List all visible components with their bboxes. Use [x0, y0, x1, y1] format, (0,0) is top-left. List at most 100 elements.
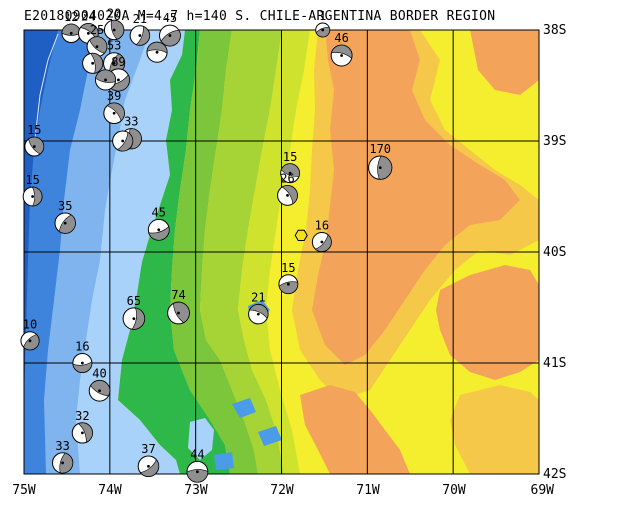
- longitude-tick-labels: 75W 74W 73W 72W 71W 70W 69W: [12, 483, 554, 498]
- focal-mechanism: 21: [248, 290, 269, 325]
- beachball-compression-quadrant: [28, 136, 44, 155]
- focal-mechanism: 15: [24, 123, 45, 157]
- focal-mechanism: 33: [51, 439, 74, 474]
- focal-mechanism: 46: [330, 31, 353, 67]
- depth-label: 33: [55, 439, 69, 453]
- depth-label: 44: [190, 447, 204, 461]
- focal-mechanism: 45: [147, 205, 170, 241]
- beachball-center-dot: [112, 28, 116, 32]
- latitude-tick-labels: 38S 39S 40S 41S 42S: [543, 23, 566, 482]
- beachball-compression-quadrant: [61, 23, 81, 36]
- beachball-compression-quadrant: [131, 307, 145, 330]
- beachball-compression-quadrant: [90, 52, 103, 74]
- beachball-compression-quadrant: [77, 422, 93, 443]
- longitude-tick-label: 72W: [270, 483, 294, 498]
- depth-label: 16: [315, 219, 329, 233]
- beachball-compression-quadrant: [173, 301, 190, 324]
- focal-mechanism: 16: [72, 340, 93, 373]
- focal-mechanism: 65: [122, 294, 146, 330]
- beachball-center-dot: [320, 240, 324, 244]
- depth-label: 40: [92, 366, 106, 380]
- focal-mechanism: 12: [61, 10, 81, 44]
- focal-mechanism: 15: [278, 261, 299, 295]
- focal-mechanism: [82, 52, 104, 74]
- highland-light-orange-south: [450, 385, 539, 474]
- depth-label: 25: [90, 23, 104, 37]
- beachball-center-dot: [340, 54, 343, 57]
- depth-label: 1: [319, 9, 326, 23]
- depth-label: 12: [64, 10, 78, 24]
- focal-mechanism: 1: [315, 9, 331, 38]
- focal-mechanism: 25: [86, 23, 108, 58]
- beachball-center-dot: [32, 145, 36, 148]
- beachball-compression-quadrant: [315, 27, 330, 38]
- focal-mechanism: [112, 130, 134, 152]
- beachball-compression-quadrant: [90, 380, 111, 397]
- beachball-compression-quadrant: [110, 20, 125, 40]
- beachball-compression-quadrant: [148, 226, 170, 241]
- depth-label: 15: [283, 150, 297, 164]
- beachball-compression-quadrant: [278, 281, 299, 294]
- beachball-center-dot: [98, 389, 101, 393]
- beachball-center-dot: [80, 361, 84, 365]
- depth-label: 33: [124, 115, 138, 129]
- depth-label: 16: [75, 340, 89, 354]
- depth-label: 15: [25, 173, 39, 187]
- beachball-center-dot: [95, 45, 99, 49]
- longitude-tick-label: 75W: [12, 483, 36, 498]
- focal-mechanism: 10: [20, 318, 40, 351]
- focal-mechanism: 16: [311, 219, 332, 253]
- map-title: E20180904020A M=4.7 h=140 S. CHILE-ARGEN…: [24, 9, 495, 24]
- beachball-center-dot: [121, 139, 125, 143]
- depth-label: 15: [27, 123, 41, 137]
- beachball-center-dot: [112, 111, 116, 115]
- beachball-compression-quadrant: [95, 69, 116, 83]
- beachball-center-dot: [117, 78, 120, 82]
- depth-label: 39: [107, 89, 121, 103]
- focal-mechanism: 32: [71, 409, 93, 444]
- depth-label: 32: [75, 409, 89, 423]
- beachball-center-dot: [138, 34, 142, 37]
- beachball-compression-quadrant: [72, 361, 93, 373]
- beachball-center-dot: [157, 228, 161, 232]
- depth-label: 170: [369, 142, 391, 156]
- latitude-tick-label: 40S: [543, 245, 566, 260]
- beachball-center-dot: [86, 31, 90, 35]
- longitude-tick-label: 70W: [442, 483, 466, 498]
- epicenter-marker: [294, 229, 308, 241]
- beachball-compression-quadrant: [23, 334, 40, 351]
- depth-label: 10: [23, 318, 37, 332]
- longitude-tick-label: 74W: [98, 483, 122, 498]
- focal-mechanism: 26: [277, 171, 298, 206]
- longitude-tick-label: 71W: [356, 483, 380, 498]
- beachball-compression-quadrant: [116, 131, 134, 152]
- depth-label: 37: [141, 442, 155, 456]
- beachball-center-dot: [321, 28, 325, 32]
- longitude-tick-label: 73W: [184, 483, 208, 498]
- beachball-compression-quadrant: [160, 29, 181, 47]
- beachball-center-dot: [177, 311, 180, 315]
- focal-mechanism: 35: [54, 199, 76, 234]
- lake: [258, 426, 282, 446]
- beachball-center-dot: [104, 78, 107, 82]
- depth-label: 26: [280, 171, 294, 185]
- beachball-compression-quadrant: [249, 304, 269, 319]
- beachball-compression-quadrant: [59, 452, 73, 474]
- depth-label: 15: [281, 261, 295, 275]
- beachball-center-dot: [286, 282, 290, 286]
- focal-mechanism: 37: [137, 442, 160, 477]
- beachball-center-dot: [28, 339, 32, 343]
- beachball-center-dot: [31, 195, 34, 198]
- latitude-tick-label: 38S: [543, 23, 566, 38]
- beachball-center-dot: [80, 431, 84, 435]
- focal-mechanism: 74: [167, 288, 190, 325]
- beachball-center-dot: [378, 166, 382, 170]
- lake: [232, 398, 256, 418]
- beachball-compression-quadrant: [89, 36, 108, 54]
- beachball-compression-quadrant: [146, 41, 168, 54]
- depth-label: 45: [152, 205, 166, 219]
- latitude-tick-label: 42S: [543, 467, 566, 482]
- highland-orange-north: [470, 30, 539, 95]
- beachball-compression-quadrant: [108, 74, 130, 92]
